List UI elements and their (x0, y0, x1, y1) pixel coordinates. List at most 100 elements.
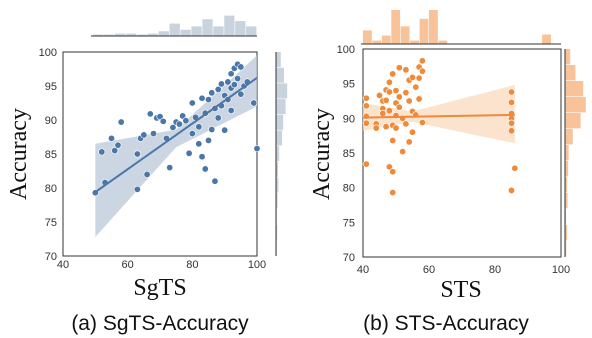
data-point (195, 123, 203, 131)
data-point (382, 96, 390, 104)
data-point (395, 64, 403, 72)
top-hist-bar (391, 10, 401, 44)
regression-line-path (94, 77, 258, 193)
data-point (237, 90, 245, 98)
y-axis-label: Accuracy (309, 108, 335, 200)
right-hist-bar (276, 224, 278, 240)
confidence-band (363, 85, 515, 144)
data-point (188, 99, 196, 107)
right-hist-bar (565, 209, 567, 225)
right-hist-bar (276, 52, 281, 68)
data-point (179, 112, 187, 120)
data-point (98, 148, 106, 156)
data-point (159, 117, 167, 125)
data-point (111, 147, 119, 155)
data-point (379, 109, 387, 117)
data-point (150, 130, 158, 138)
data-point (507, 127, 515, 135)
top-hist-bar (136, 34, 148, 36)
data-point (389, 70, 397, 78)
top-hist-bar (103, 34, 115, 36)
right-hist-bar (565, 129, 573, 145)
right-hist-bar (565, 145, 569, 161)
data-point (227, 106, 235, 114)
axis-ticks: 40 60 80 100 70 75 80 85 90 95 100 (39, 47, 267, 271)
right-hist-bar (276, 193, 278, 209)
data-point (133, 150, 141, 158)
data-point (208, 89, 216, 97)
right-hist-bar (276, 99, 286, 115)
data-point (385, 88, 393, 96)
confidence-band-area (363, 85, 515, 144)
data-point (385, 107, 393, 115)
data-point (375, 91, 383, 99)
right-hist-bar (276, 114, 284, 130)
data-point (227, 70, 235, 78)
top-hist-bar (213, 26, 224, 36)
right-hist-bar (276, 83, 288, 99)
data-point (133, 185, 141, 193)
y-tick-label: 90 (343, 113, 355, 125)
data-point (507, 88, 515, 96)
data-point (234, 75, 242, 83)
data-point (201, 165, 209, 173)
y-tick-label: 85 (45, 149, 57, 161)
data-point (362, 160, 370, 168)
data-point (362, 102, 370, 110)
right-hist-bar (565, 225, 568, 241)
x-tick-label: 40 (57, 259, 69, 271)
regression-line (362, 113, 515, 119)
top-hist-bar (363, 30, 372, 44)
data-point (392, 124, 400, 132)
caption: (a) SgTS-Accuracy (71, 312, 249, 335)
top-marginal-histogram (91, 15, 257, 37)
top-hist-bar (372, 40, 382, 44)
data-point (175, 120, 183, 128)
top-hist-bar (147, 33, 158, 36)
right-hist-bar (565, 177, 568, 193)
top-hist-bar (93, 34, 104, 36)
y-tick-label: 85 (343, 148, 355, 160)
data-point (237, 63, 245, 71)
data-point (385, 163, 393, 171)
data-point (221, 126, 229, 134)
right-hist-bar (565, 97, 586, 113)
top-hist-bar (410, 40, 419, 44)
data-point (382, 123, 390, 131)
data-point (185, 149, 193, 157)
data-point (169, 123, 177, 131)
x-tick-label: 100 (552, 264, 570, 276)
data-point (250, 99, 258, 107)
data-point (392, 87, 400, 95)
right-hist-bar (276, 161, 278, 177)
x-tick-label: 60 (423, 264, 435, 276)
data-point (143, 170, 151, 178)
y-tick-label: 95 (45, 81, 57, 93)
data-point (511, 164, 519, 172)
regression-line (94, 77, 258, 193)
data-point (182, 117, 190, 125)
data-point (389, 189, 397, 197)
x-axis-label: SgTS (133, 275, 186, 301)
data-point (362, 94, 370, 102)
right-hist-bar (565, 161, 569, 177)
right-hist-bar (276, 146, 280, 162)
data-point (402, 120, 410, 128)
axis-ticks: 40 60 80 100 70 75 80 85 90 95 100 (337, 44, 571, 276)
data-point (415, 74, 423, 82)
data-point (205, 96, 213, 104)
scatter-points (362, 57, 519, 197)
data-point (362, 119, 370, 127)
x-tick-label: 100 (248, 259, 266, 271)
data-point (230, 81, 238, 89)
right-hist-bar (565, 49, 571, 65)
data-point (418, 57, 426, 65)
caption: (b) STS-Accuracy (363, 312, 529, 335)
data-point (402, 89, 410, 97)
data-point (405, 138, 413, 146)
panel-sts-accuracy: 40 60 80 100 70 75 80 85 90 95 100 STS Accuracy (b… (309, 10, 586, 335)
right-hist-bar (565, 81, 584, 97)
top-hist-bar (180, 29, 191, 36)
data-point (395, 103, 403, 111)
y-tick-label: 95 (343, 79, 355, 91)
